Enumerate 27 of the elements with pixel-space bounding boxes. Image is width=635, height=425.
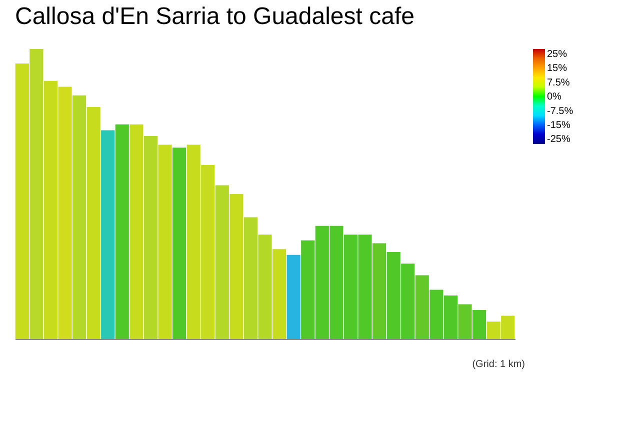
bar (15, 64, 29, 339)
color-bar-label: -25% (547, 134, 570, 145)
bar (30, 49, 44, 339)
bar (415, 275, 429, 339)
color-bar-label: 25% (547, 49, 568, 60)
bar (215, 185, 229, 339)
bar (115, 124, 129, 339)
bar (230, 194, 244, 339)
bar (144, 136, 158, 339)
bar (172, 148, 186, 339)
bar (72, 95, 86, 339)
color-bar-label: -7.5% (547, 106, 574, 117)
color-bar-label: 0% (547, 92, 562, 102)
bar (286, 254, 300, 339)
bar (272, 249, 286, 339)
bar (158, 144, 172, 339)
color-bar-label: -15% (547, 120, 570, 131)
bar (458, 304, 472, 339)
text: (Grid: 1 km) (472, 359, 525, 370)
chart-title: Callosa d'En Sarria to Guadalest cafe (15, 3, 414, 30)
bar (130, 124, 144, 339)
bar (86, 107, 100, 339)
bar (472, 310, 486, 339)
bar (372, 243, 386, 339)
bar (101, 130, 115, 339)
color-bar-label: 15% (547, 63, 568, 74)
color-bar-label: 7.5% (547, 77, 570, 88)
